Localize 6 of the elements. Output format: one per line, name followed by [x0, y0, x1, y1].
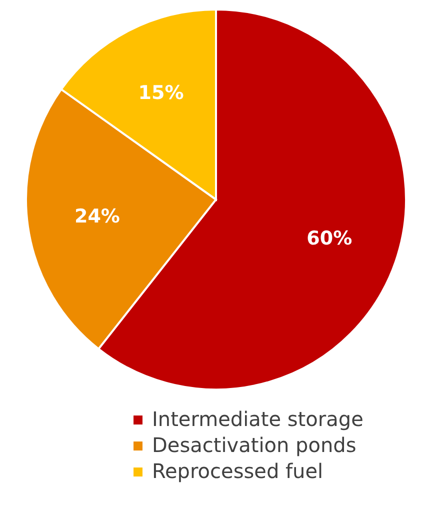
data-label: 24% [74, 206, 120, 228]
legend-label: Reprocessed fuel [152, 459, 324, 483]
legend-label: Intermediate storage [152, 407, 364, 431]
data-label: 60% [306, 228, 352, 250]
data-label: 15% [138, 82, 184, 104]
legend-label: Desactivation ponds [152, 433, 356, 457]
